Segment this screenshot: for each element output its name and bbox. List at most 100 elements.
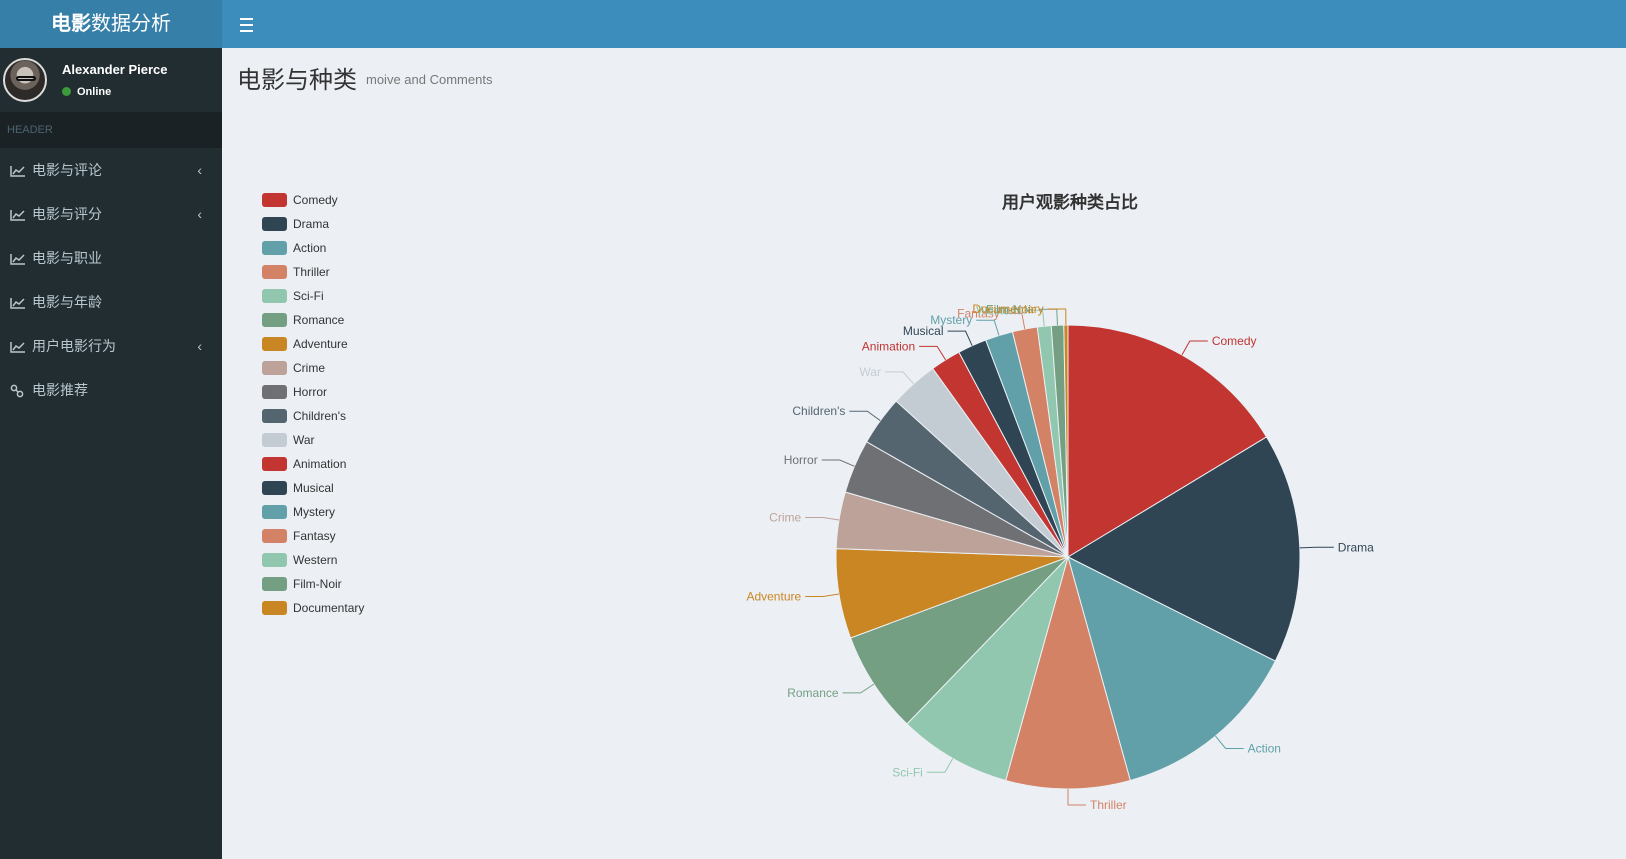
label-leader-line: [976, 319, 1000, 336]
legend-label: Children's: [293, 409, 346, 423]
label-leader-line: [1047, 308, 1067, 326]
legend-label: Thriller: [293, 265, 330, 279]
legend-label: Mystery: [293, 505, 335, 519]
page-title: 电影与种类: [237, 67, 357, 94]
legend-label: Documentary: [293, 601, 365, 615]
sidebar-item-1[interactable]: 电影与评论 ‹: [0, 148, 222, 192]
sidebar-item-6[interactable]: 电影推荐: [0, 368, 222, 412]
label-leader-line: [1003, 312, 1026, 330]
line-chart-icon: [10, 148, 26, 192]
slice-label: Film-Noir: [986, 302, 1035, 316]
slice-label: Crime: [769, 510, 801, 524]
legend-label: Action: [293, 241, 327, 255]
legend-label: Drama: [293, 217, 330, 231]
sidebar-menu: 电影与评论 ‹ 电影与评分 ‹ 电影与职业电影与年龄用户电影行为 ‹ 电影推荐: [0, 148, 222, 412]
legend-swatch: [262, 361, 287, 375]
legend-label: Animation: [293, 457, 347, 471]
legend-label: War: [293, 433, 315, 447]
legend-label: Crime: [293, 361, 325, 375]
sidebar-item-4[interactable]: 电影与年龄: [0, 280, 222, 324]
sidebar-item-label: 电影与年龄: [32, 294, 102, 310]
legend-swatch: [262, 385, 287, 399]
legend-item[interactable]: Action: [262, 236, 364, 260]
legend-label: Film-Noir: [293, 577, 342, 591]
label-leader-line: [1067, 789, 1086, 806]
label-leader-line: [947, 330, 973, 346]
pie-slice-romance[interactable]: [849, 556, 1069, 725]
legend-swatch: [262, 241, 287, 255]
slice-label: Documentary: [972, 302, 1043, 316]
sidebar-item-3[interactable]: 电影与职业: [0, 236, 222, 280]
legend-item[interactable]: Fantasy: [262, 524, 364, 548]
legend-swatch: [262, 601, 287, 615]
slice-label: Sci-Fi: [892, 765, 923, 779]
legend-item[interactable]: Children's: [262, 404, 364, 428]
label-leader-line: [1215, 735, 1244, 749]
label-leader-line: [1299, 546, 1334, 549]
slice-label: Children's: [792, 404, 845, 418]
legend-label: Horror: [293, 385, 328, 399]
legend-item[interactable]: Sci-Fi: [262, 284, 364, 308]
legend-item[interactable]: War: [262, 428, 364, 452]
legend-swatch: [262, 433, 287, 447]
legend-item[interactable]: Documentary: [262, 596, 364, 620]
legend-item[interactable]: Adventure: [262, 332, 364, 356]
legend-item[interactable]: Animation: [262, 452, 364, 476]
sidebar: Alexander Pierce Online HEADER 电影与评论 ‹ 电影与…: [0, 48, 222, 859]
slice-label: Mystery: [930, 313, 972, 327]
slice-label: Comedy: [1212, 334, 1257, 348]
chart-title: 用户观影种类占比: [1002, 193, 1138, 212]
avatar: [3, 58, 47, 102]
label-leader-line: [1181, 340, 1208, 356]
legend-swatch: [262, 193, 287, 207]
legend-label: Western: [293, 553, 338, 567]
sidebar-item-2[interactable]: 电影与评分 ‹: [0, 192, 222, 236]
legend-swatch: [262, 217, 287, 231]
legend-swatch: [262, 457, 287, 471]
slice-label: Horror: [784, 453, 818, 467]
menu-toggle-icon[interactable]: [236, 12, 260, 36]
legend-swatch: [262, 337, 287, 351]
legend-swatch: [262, 313, 287, 327]
legend-swatch: [262, 289, 287, 303]
legend-label: Comedy: [293, 193, 338, 207]
app-logo[interactable]: 电影数据分析: [0, 0, 222, 48]
legend-label: Musical: [293, 481, 334, 495]
legend-item[interactable]: Horror: [262, 380, 364, 404]
legend-swatch: [262, 577, 287, 591]
legend-item[interactable]: Film-Noir: [262, 572, 364, 596]
label-leader-line: [919, 345, 947, 361]
legend-label: Fantasy: [293, 529, 336, 543]
legend-item[interactable]: Comedy: [262, 188, 364, 212]
slice-label: Romance: [787, 686, 839, 700]
slice-label: Adventure: [746, 590, 801, 604]
legend-item[interactable]: Musical: [262, 476, 364, 500]
sidebar-item-label: 电影与评分: [32, 206, 102, 222]
legend-item[interactable]: Western: [262, 548, 364, 572]
slice-label: Animation: [862, 339, 915, 353]
label-leader-line: [926, 758, 954, 773]
legend-swatch: [262, 553, 287, 567]
line-chart-icon: [10, 236, 26, 280]
legend-item[interactable]: Crime: [262, 356, 364, 380]
legend-swatch: [262, 481, 287, 495]
user-name: Alexander Pierce: [62, 62, 168, 77]
label-leader-line: [1024, 309, 1045, 327]
legend-item[interactable]: Thriller: [262, 260, 364, 284]
legend-item[interactable]: Romance: [262, 308, 364, 332]
legend-swatch: [262, 505, 287, 519]
sidebar-item-5[interactable]: 用户电影行为 ‹: [0, 324, 222, 368]
line-chart-icon: [10, 324, 26, 368]
legend-item[interactable]: Mystery: [262, 500, 364, 524]
legend-item[interactable]: Drama: [262, 212, 364, 236]
sidebar-item-label: 电影与评论: [32, 162, 102, 178]
user-panel: Alexander Pierce Online: [0, 48, 222, 112]
pie-slice-drama[interactable]: [1066, 436, 1301, 662]
link-icon: [10, 368, 24, 412]
label-leader-line: [805, 593, 840, 598]
pie-slice-comedy[interactable]: [1067, 324, 1268, 558]
user-status: Online: [62, 86, 111, 98]
label-leader-line: [842, 683, 875, 694]
sidebar-item-label: 用户电影行为: [32, 338, 116, 354]
